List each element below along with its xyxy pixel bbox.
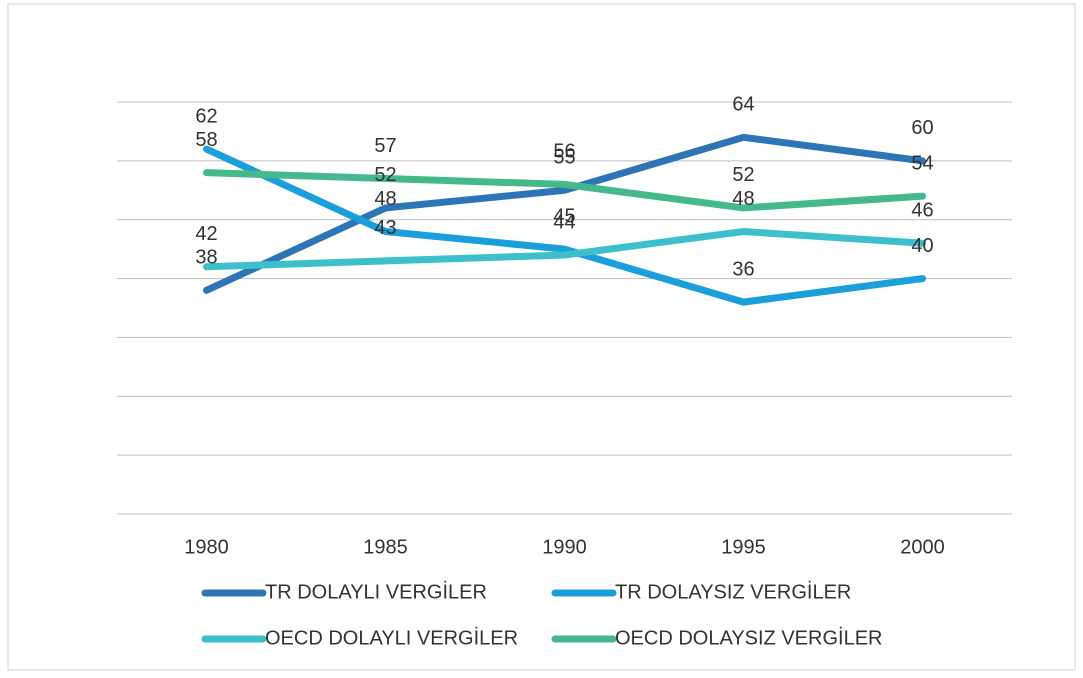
series-line [203,169,926,212]
data-label: 42 [195,223,217,245]
data-label: 60 [911,117,933,139]
data-label: 43 [374,217,396,239]
legend-label: OECD DOLAYSIZ VERGİLER [615,626,882,649]
data-label: 48 [374,188,396,210]
data-label: 58 [195,129,217,151]
x-tick-label: 1990 [542,536,587,558]
series-line [203,227,926,271]
data-label: 40 [911,235,933,257]
data-label: 54 [911,152,933,174]
x-tick-label: 1995 [721,536,766,558]
x-tick-label: 1985 [363,536,408,558]
data-label: 64 [732,94,754,116]
data-label: 48 [732,188,754,210]
data-label: 62 [195,105,217,127]
data-label: 52 [374,164,396,186]
x-tick-label: 1980 [184,536,229,558]
series-line [203,133,926,294]
data-label: 57 [374,135,396,157]
data-label: 36 [732,258,754,280]
data-label: 56 [553,141,575,163]
legend-label: TR DOLAYLI VERGİLER [265,580,487,603]
data-label: 52 [732,164,754,186]
data-label: 45 [553,205,575,227]
data-label: 44 [553,211,575,233]
data-label: 46 [911,200,933,222]
legend-label: TR DOLAYSIZ VERGİLER [615,580,851,603]
legend-label: OECD DOLAYLI VERGİLER [265,626,518,649]
data-label: 55 [553,147,575,169]
series-line [203,145,926,306]
x-tick-label: 2000 [900,536,945,558]
data-label: 38 [195,247,217,269]
